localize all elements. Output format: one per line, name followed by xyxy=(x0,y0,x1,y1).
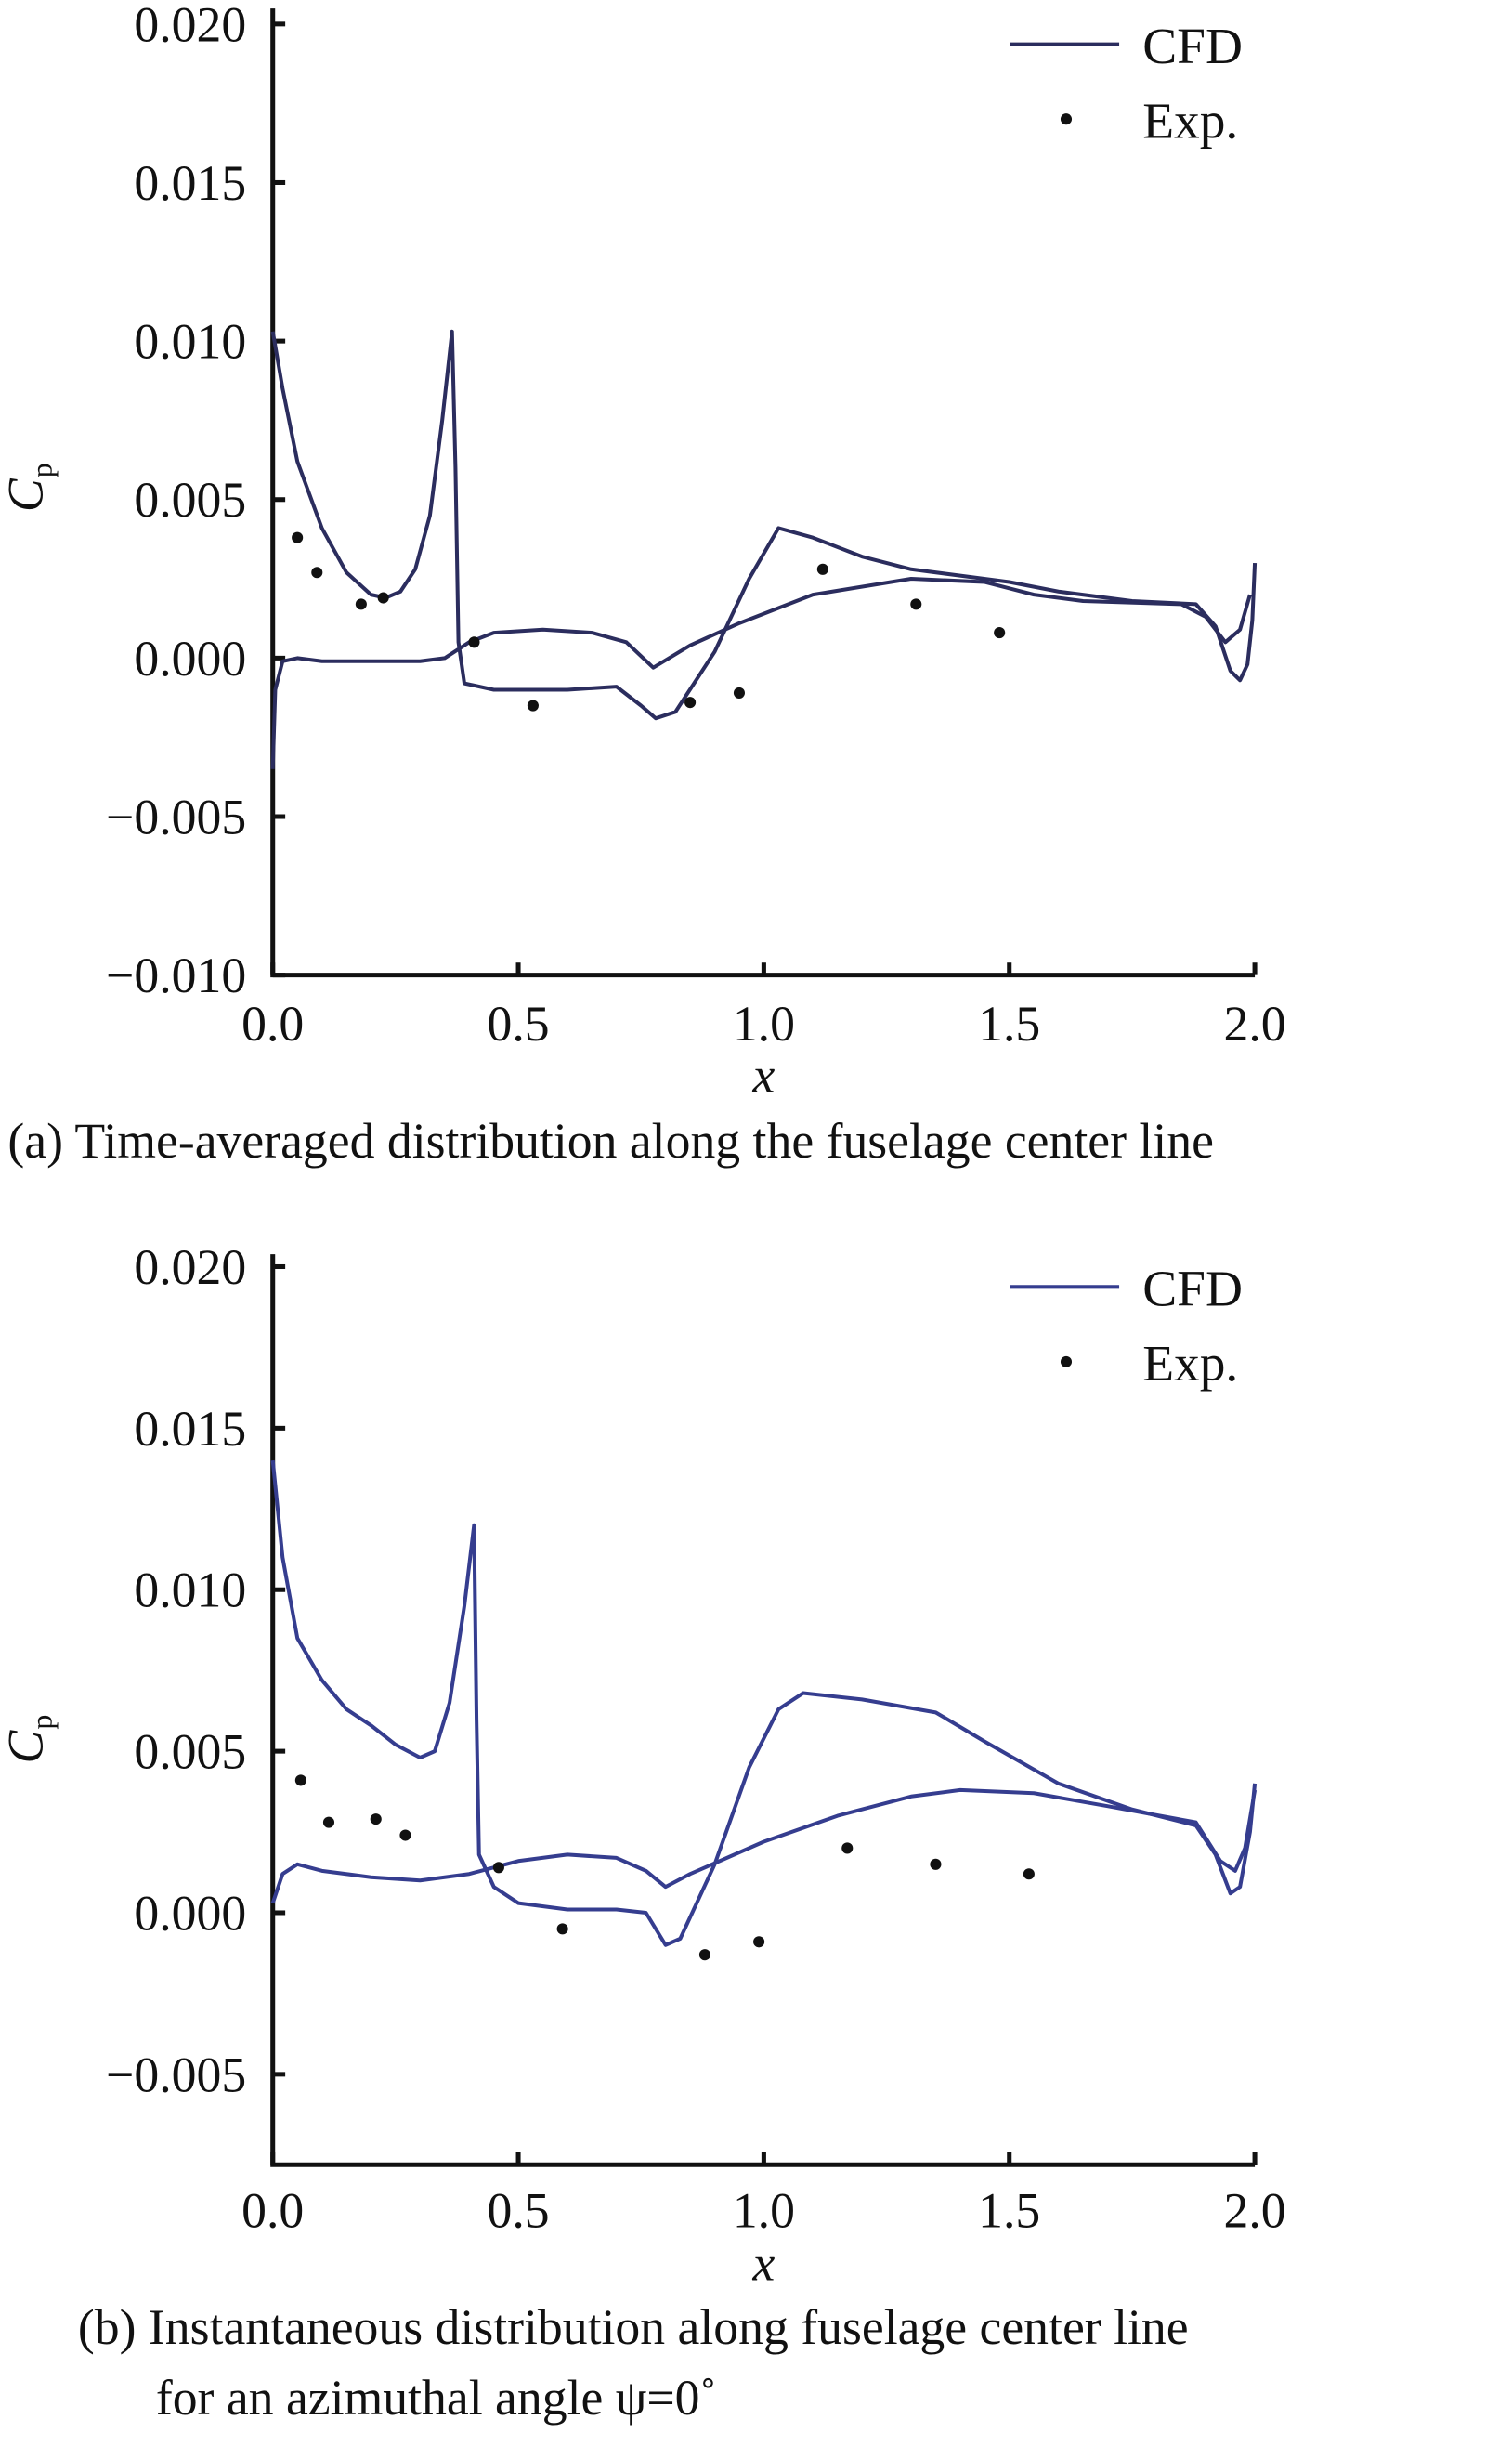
exp-point xyxy=(994,627,1006,639)
legend-exp-label: Exp. xyxy=(1142,92,1238,149)
y-tick-label: 0.010 xyxy=(134,314,246,370)
y-tick-label: 0.000 xyxy=(134,631,246,687)
exp-point xyxy=(292,531,304,543)
x-tick-label: 1.5 xyxy=(978,996,1040,1052)
exp-point xyxy=(698,1949,710,1961)
cfd-line xyxy=(270,1459,1258,1947)
x-tick-label: 0.5 xyxy=(487,996,549,1052)
exp-point xyxy=(684,697,697,709)
y-tick-label: 0.005 xyxy=(134,1724,246,1780)
exp-point xyxy=(556,1923,568,1935)
y-axis-label-subscript: p xyxy=(25,1715,58,1730)
exp-point xyxy=(311,567,323,579)
exp-point xyxy=(294,1774,306,1786)
exp-point xyxy=(930,1858,942,1870)
exp-point xyxy=(355,598,367,610)
y-tick-label: 0.015 xyxy=(134,1401,246,1457)
x-tick-label: 1.0 xyxy=(733,996,795,1052)
y-tick-label: 0.010 xyxy=(134,1563,246,1618)
exp-point xyxy=(492,1862,504,1874)
exp-point xyxy=(468,636,480,648)
legend-exp-marker xyxy=(1060,113,1073,125)
y-axis-label: C xyxy=(0,477,53,512)
y-tick-label: −0.010 xyxy=(106,948,246,1003)
x-tick-label: 1.5 xyxy=(978,2182,1040,2238)
chart-panel-b: 0.020 0.015 0.010 0.005 0.000 −0.005 0.0 0.5 1.0… xyxy=(0,1239,1286,2426)
caption: (b) Instantaneous distribution along fus… xyxy=(78,2299,1189,2355)
legend-cfd-label: CFD xyxy=(1142,1260,1243,1316)
y-tick-label: 0.015 xyxy=(134,155,246,211)
x-axis-label: x xyxy=(751,2235,775,2291)
legend-exp-label: Exp. xyxy=(1142,1335,1238,1392)
y-tick-label: 0.005 xyxy=(134,472,246,528)
axes-frame xyxy=(270,8,1256,978)
cfd-line xyxy=(270,1787,1258,1904)
legend-cfd-label: CFD xyxy=(1142,18,1243,74)
x-tick-label: 0.0 xyxy=(241,996,304,1052)
exp-point xyxy=(399,1829,411,1841)
x-tick-label: 0.5 xyxy=(487,2182,549,2238)
cfd-line xyxy=(270,576,1252,769)
x-tick-label: 1.0 xyxy=(733,2182,795,2238)
caption: (a) Time-averaged distribution along the… xyxy=(7,1113,1214,1169)
chart-panel-a: 0.020 0.015 0.010 0.005 0.000 −0.005 −0.0100.0… xyxy=(0,0,1286,1169)
x-tick-label: 0.0 xyxy=(241,2182,304,2238)
caption-line-2: for an azimuthal angle ψ=0˚ xyxy=(156,2370,717,2426)
x-tick-label: 2.0 xyxy=(1224,2182,1286,2238)
y-tick-label: 0.020 xyxy=(134,0,246,52)
legend-exp-marker xyxy=(1060,1355,1073,1367)
exp-point xyxy=(841,1842,854,1854)
x-tick-label: 2.0 xyxy=(1224,996,1286,1052)
x-axis-label: x xyxy=(751,1048,775,1104)
exp-point xyxy=(910,598,922,610)
exp-point xyxy=(370,1813,382,1825)
exp-point xyxy=(816,563,828,575)
y-tick-label: −0.005 xyxy=(106,789,246,844)
exp-point xyxy=(1023,1868,1035,1880)
y-tick-label: 0.020 xyxy=(134,1239,246,1295)
y-axis-label: C xyxy=(0,1730,53,1764)
y-tick-label: −0.005 xyxy=(106,2047,246,2102)
y-tick-label: 0.000 xyxy=(134,1885,246,1941)
y-axis-label-subscript: p xyxy=(25,463,58,477)
exp-point xyxy=(322,1816,335,1828)
exp-point xyxy=(377,592,389,604)
exp-point xyxy=(733,687,745,699)
exp-point xyxy=(527,700,539,712)
axes-frame xyxy=(270,1254,1256,2167)
exp-point xyxy=(753,1936,765,1948)
